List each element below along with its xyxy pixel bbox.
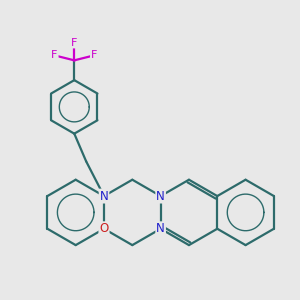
Text: N: N	[100, 190, 108, 202]
Text: F: F	[51, 50, 58, 60]
Text: N: N	[156, 222, 165, 235]
Text: O: O	[99, 222, 109, 235]
Text: N: N	[156, 190, 165, 202]
Text: F: F	[71, 38, 77, 47]
Text: F: F	[91, 50, 97, 60]
